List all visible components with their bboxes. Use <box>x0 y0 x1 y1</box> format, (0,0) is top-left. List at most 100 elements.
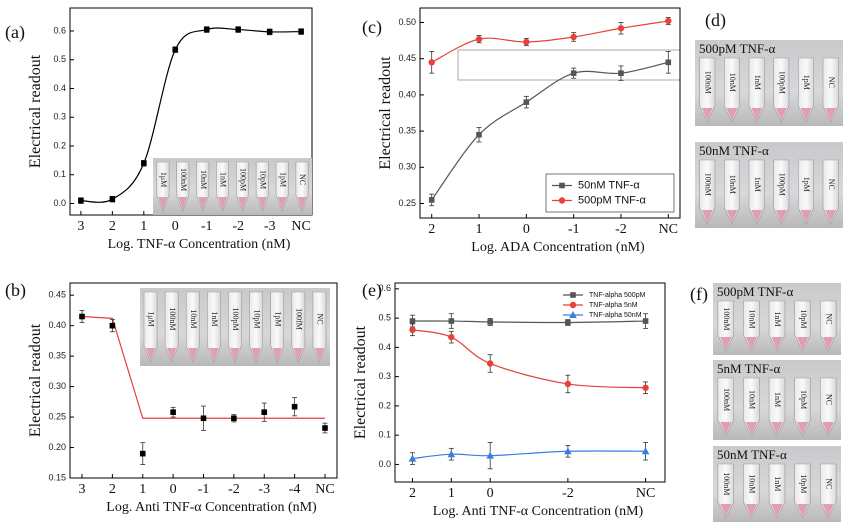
photo-bg <box>695 40 843 126</box>
tube-label: 100nM <box>722 388 731 411</box>
marker <box>291 403 298 410</box>
marker <box>564 380 572 388</box>
y-tick-label: 0.35 <box>48 351 66 361</box>
tube-label: 100pM <box>231 307 240 330</box>
tube <box>773 57 790 123</box>
y-tick-label: 0.2 <box>378 400 391 410</box>
tube <box>822 57 839 123</box>
marker <box>447 450 456 458</box>
x-tick-label: 1 <box>140 219 147 234</box>
marker <box>172 46 179 53</box>
tube-liquid <box>272 348 282 361</box>
photo-title: 50nM TNF-α <box>717 447 787 462</box>
tube-liquid <box>726 210 738 223</box>
marker <box>486 360 494 367</box>
marker <box>139 450 146 457</box>
tube-liquid <box>293 348 303 361</box>
marker <box>298 28 304 35</box>
x-tick-label: 0 <box>170 482 177 497</box>
y-tick-label: 0.0 <box>378 459 391 469</box>
marker <box>109 196 116 202</box>
tube-label: 100fM <box>294 308 303 330</box>
marker <box>569 311 577 318</box>
photo: 100nM 10nM 1nM 10pM NC 50nM TNF-α <box>713 446 841 522</box>
tube-liquid <box>775 108 787 121</box>
tube-label: 1μM <box>147 311 156 326</box>
series-line <box>412 450 646 460</box>
y-tick-label: 0.5 <box>378 312 391 322</box>
y-tick-label: 0.1 <box>378 430 391 440</box>
y-tick-label: 0.40 <box>398 89 416 99</box>
tube <box>249 291 263 363</box>
y-tick-label: 0.6 <box>53 25 66 35</box>
marker <box>487 319 493 325</box>
tube-liquid <box>218 197 227 210</box>
marker <box>617 25 625 32</box>
photo: 100nM 10nM 1nM 10pM NC 500pM TNF-α <box>713 283 841 355</box>
photo-title: 5nM TNF-α <box>717 361 780 376</box>
x-tick-label: NC <box>315 482 334 497</box>
marker <box>200 415 207 422</box>
tube-label: NC <box>824 313 833 324</box>
tube-liquid <box>297 197 307 210</box>
marker <box>558 197 566 204</box>
tube-liquid <box>251 348 261 361</box>
legend-label: 500pM TNF-α <box>578 194 647 206</box>
tube-liquid <box>720 337 732 350</box>
x-tick-label: 1 <box>448 486 455 501</box>
tube <box>743 377 760 437</box>
tube <box>699 159 716 225</box>
tube <box>228 291 242 363</box>
tube-label: 100nM <box>703 71 712 94</box>
panel-label: (e) <box>362 280 382 301</box>
tube-liquid <box>158 197 168 210</box>
marker <box>665 17 672 25</box>
tube-liquid <box>825 108 837 121</box>
x-tick-label: 1 <box>139 482 146 497</box>
tube-liquid <box>775 210 787 223</box>
photo: 100nM 10nM 1nM 100pM 1pM NC 500pM TNF-α <box>695 40 843 126</box>
marker <box>266 29 273 35</box>
tube-liquid <box>726 108 738 121</box>
series-line <box>412 320 646 324</box>
tube-liquid <box>745 337 757 350</box>
x-axis-label: Log. TNF-α Concentration (nM) <box>108 237 291 252</box>
marker <box>570 70 577 76</box>
marker <box>322 425 328 431</box>
tube-liquid <box>822 337 834 350</box>
marker <box>642 318 649 324</box>
panel-label: (b) <box>5 280 26 301</box>
x-tick-label: -1 <box>198 482 210 497</box>
marker <box>203 26 210 33</box>
x-tick-label: -2 <box>615 222 627 237</box>
tube <box>819 377 837 437</box>
y-tick-label: 0.2 <box>53 140 66 150</box>
x-tick-label: NC <box>636 486 655 501</box>
y-tick-label: 0.45 <box>48 290 66 300</box>
tube-label: 1pM <box>273 311 282 326</box>
marker <box>78 197 84 204</box>
tube-label: 10pM <box>799 474 808 493</box>
x-tick-label: 0 <box>523 222 530 237</box>
tube-label: 10nM <box>748 474 757 493</box>
y-tick-label: 0.20 <box>48 442 66 452</box>
series-line <box>412 329 646 389</box>
tube-liquid <box>701 210 713 223</box>
tube-liquid <box>257 197 267 210</box>
photo: 100nM 10nM 1nM 100pM 1pM NC 50nM TNF-α <box>695 142 843 228</box>
x-tick-label: 0 <box>487 486 494 501</box>
tube <box>699 57 716 123</box>
y-tick-label: 0.45 <box>398 53 416 63</box>
marker <box>569 301 577 309</box>
x-tick-label: 2 <box>428 222 435 237</box>
tube-label: 1pM <box>802 75 811 90</box>
tube-label: 1pM <box>802 177 811 192</box>
tube-liquid <box>797 504 809 517</box>
tube-label: 10pM <box>799 309 808 328</box>
marker <box>564 447 572 455</box>
x-tick-label: 3 <box>77 219 84 234</box>
tube-liquid <box>145 348 156 361</box>
tube <box>207 291 221 363</box>
tube-label: NC <box>316 313 325 324</box>
tube-label: 10nM <box>199 170 208 189</box>
